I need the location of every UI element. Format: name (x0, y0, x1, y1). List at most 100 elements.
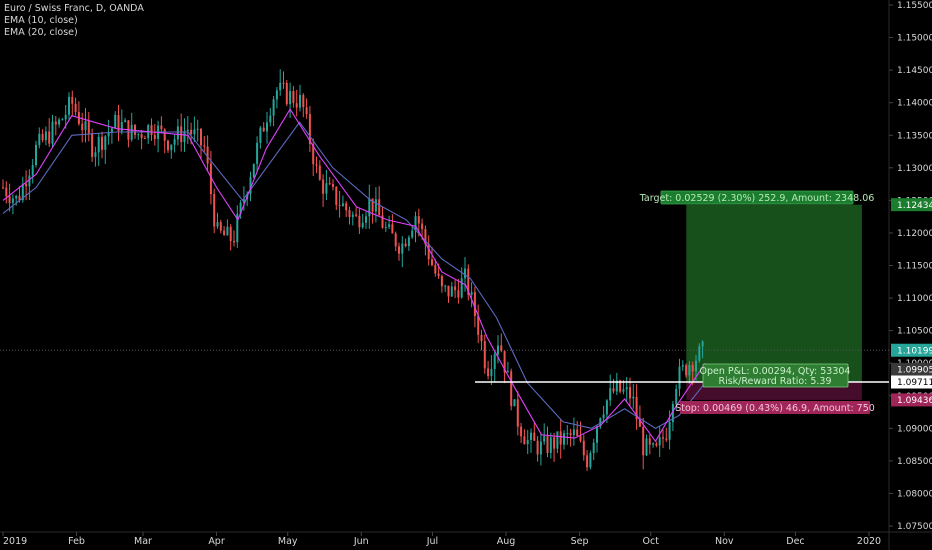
candle-body (678, 366, 681, 389)
candle-body (21, 183, 24, 201)
y-tick-label: 1.14500 (897, 66, 932, 76)
candle-body (104, 136, 107, 150)
candle-body (454, 286, 457, 291)
candle-body (186, 129, 189, 132)
candle-body (355, 214, 358, 216)
pnl-price-tag: 1.09905 (891, 362, 932, 376)
candle-body (134, 124, 136, 135)
y-tick-label: 1.08000 (897, 489, 932, 499)
candle-body (546, 436, 549, 453)
current-price-tag: 1.10199 (891, 343, 932, 357)
candle-body (94, 152, 97, 157)
ema20-line (2, 121, 706, 429)
candle-body (401, 243, 404, 254)
candle-body (206, 146, 209, 164)
candle-body (38, 133, 41, 145)
x-tick-label: May (278, 536, 298, 547)
candle-body (196, 128, 199, 130)
candle-body (137, 134, 140, 136)
candle-body (444, 285, 447, 287)
y-axis: 1.15500 1.15000 1.14500 1.14000 1.13500 1.130… (889, 1, 932, 532)
stop-price-tag-text: 1.09436 (897, 396, 932, 406)
candle-body (229, 226, 232, 242)
candle-body (635, 396, 638, 420)
candle-body (361, 222, 364, 228)
candle-body (688, 364, 691, 376)
candle-body (305, 107, 308, 115)
candle-body (592, 442, 595, 454)
current-price-tag-text: 1.10199 (897, 346, 932, 356)
chart-legend: Euro / Swiss Franc, D, OANDA EMA (10, cl… (4, 3, 144, 39)
candle-body (576, 429, 579, 436)
candle-body (464, 268, 466, 279)
stop-price-tag-bg (891, 393, 932, 407)
x-tick-label: Dec (786, 536, 804, 547)
candle-body (48, 131, 51, 144)
candle-body (695, 360, 697, 372)
candle-body (582, 440, 585, 456)
candle-body (107, 132, 110, 137)
candle-body (61, 119, 64, 121)
candle-body (74, 103, 77, 112)
candle-body (500, 345, 503, 351)
rr-text: Risk/Reward Ratio: 5.39 (718, 376, 831, 387)
candle-body (368, 198, 371, 217)
candle-body (563, 433, 565, 445)
candle-body (101, 136, 103, 150)
candles (2, 69, 704, 471)
candle-body (480, 334, 483, 342)
candle-body (365, 216, 367, 223)
candle-body (668, 422, 671, 440)
candle-body (279, 82, 282, 91)
candle-body (398, 246, 400, 254)
x-tick-label: Aug (497, 536, 516, 547)
candle-body (140, 134, 143, 139)
candle-body (262, 127, 265, 132)
candle-body (41, 133, 44, 141)
stop-label-box: Stop: 0.00469 (0.43%) 46.9, Amount: 750 (675, 401, 875, 414)
candle-body (467, 268, 470, 295)
candle-body (417, 216, 420, 224)
candle-body (302, 95, 305, 108)
x-tick-label: 2019 (3, 536, 27, 547)
candle-body (44, 131, 47, 141)
candle-body (91, 133, 94, 157)
candle-body (371, 198, 374, 212)
candle-body (97, 136, 100, 153)
candle-body (625, 387, 628, 390)
candle-body (629, 387, 631, 399)
candle-body (143, 138, 146, 140)
candle-body (203, 145, 206, 147)
candle-body (252, 163, 255, 178)
candle-body (648, 438, 651, 445)
pnl-price-tag-bg (891, 362, 932, 376)
candle-body (35, 144, 37, 166)
candle-body (632, 396, 635, 399)
y-tick-label: 1.10500 (897, 327, 932, 337)
candle-body (345, 203, 348, 211)
candle-body (450, 286, 453, 297)
candle-body (503, 350, 506, 373)
candle-body (213, 194, 216, 227)
candle-body (665, 438, 668, 440)
candle-body (64, 114, 67, 120)
candle-body (645, 438, 648, 456)
y-tick-label: 1.12000 (897, 229, 932, 239)
candle-body (328, 183, 331, 185)
candle-body (596, 426, 598, 443)
ema10-line (2, 108, 706, 443)
candle-body (681, 365, 684, 367)
candle-body (266, 122, 268, 132)
candle-body (318, 165, 321, 180)
candle-body (223, 230, 226, 236)
candle-body (553, 437, 556, 449)
candle-body (424, 229, 427, 245)
candle-body (282, 82, 285, 84)
candle-body (295, 103, 298, 108)
candle-body (662, 437, 664, 439)
symbol-title: Euro / Swiss Franc, D, OANDA (4, 3, 144, 14)
y-tick-label: 1.15500 (897, 1, 932, 11)
candle-body (490, 368, 493, 377)
x-tick-label: 2020 (857, 536, 881, 547)
